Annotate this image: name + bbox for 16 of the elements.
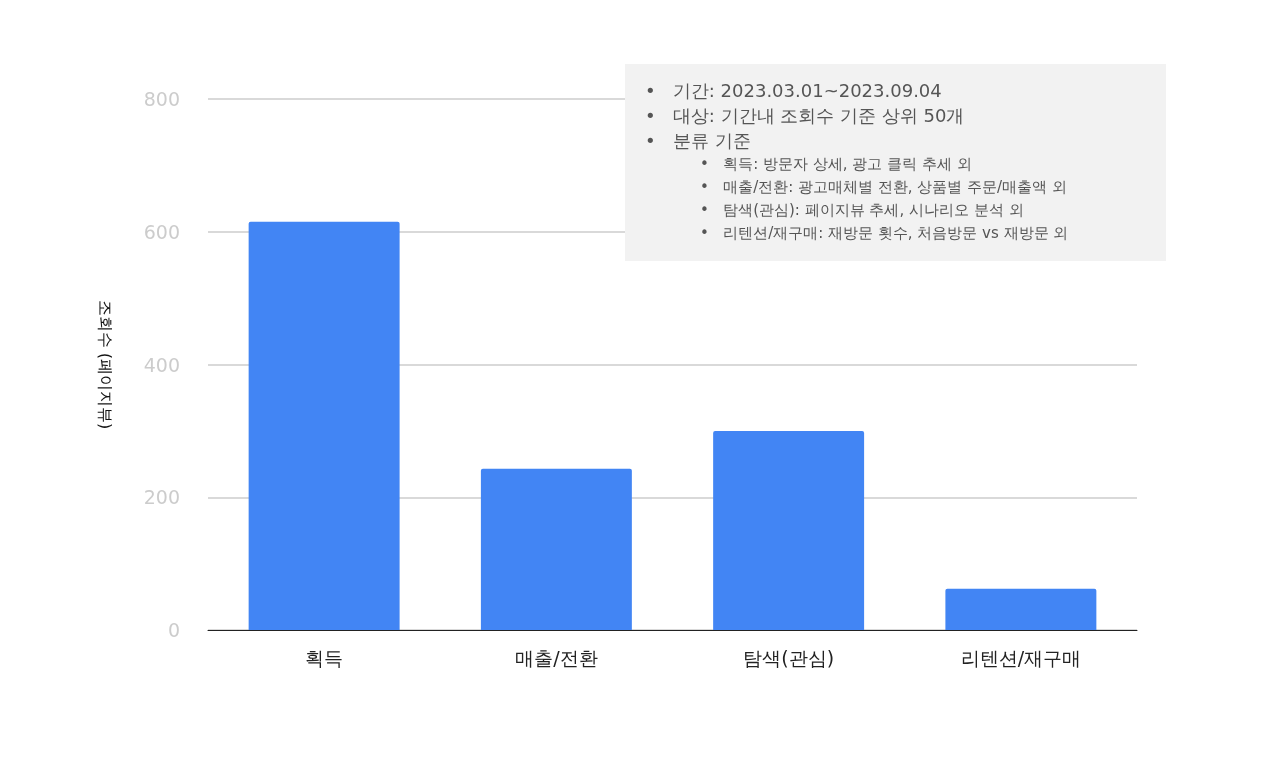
bar [480,468,632,630]
bar [945,588,1097,630]
annotation: • 분류 기준 [645,129,752,153]
bar [248,221,400,630]
annotation: • 대상: 기간내 조회수 기준 상위 50개 [645,104,966,128]
annotation: • 획득: 방문자 상세, 광고 클릭 추세 외 [700,154,973,175]
annotation: • 리텐션/재구매: 재방문 횟수, 처음방문 vs 재방문 외 [700,223,1070,244]
annotation: • 탐색(관심): 페이지뷰 추세, 시나리오 분석 외 [700,200,1025,221]
y-axis-title: 조회수 (페이지뷰) [95,299,115,430]
x-tick-label: 매출/전환 [515,646,598,669]
bar [713,430,865,630]
x-tick-label: 리텐션/재구매 [960,646,1082,669]
annotation: • 기간: 2023.03.01~2023.09.04 [645,79,943,103]
annotation: • 매출/전환: 광고매체별 전환, 상품별 주문/매출액 외 [700,177,1068,198]
x-tick-label: 획득 [305,646,344,669]
x-tick-label: 탐색(관심) [743,646,835,669]
